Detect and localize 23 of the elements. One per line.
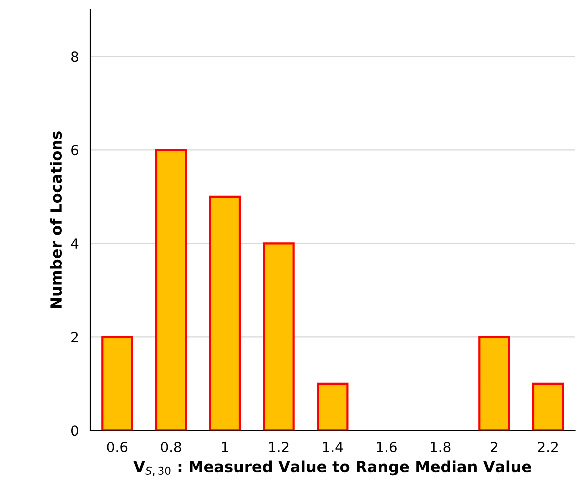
x-tick-label: 1.6 bbox=[377, 442, 397, 453]
bar bbox=[155, 149, 188, 431]
bar bbox=[317, 382, 349, 431]
x-tick-label: 1.4 bbox=[323, 442, 344, 452]
x-tick-label: 0.8 bbox=[161, 442, 182, 453]
y-tick-label: 8 bbox=[72, 52, 78, 62]
x-tick-label: 1.2 bbox=[270, 442, 289, 452]
bar bbox=[102, 336, 134, 431]
x-tick-label: 2.2 bbox=[538, 442, 558, 452]
x-tick-label: 1.8 bbox=[431, 442, 451, 453]
bar bbox=[532, 382, 564, 431]
x-tick-label: 0.6 bbox=[107, 442, 128, 453]
bar bbox=[263, 242, 295, 431]
x-tick-label: 2 bbox=[491, 442, 498, 452]
y-tick-label: 0 bbox=[71, 426, 78, 436]
x-tick-label: 1 bbox=[222, 442, 228, 452]
bar bbox=[478, 336, 510, 431]
y-tick-label: 4 bbox=[71, 238, 79, 249]
y-tick-label: 2 bbox=[72, 332, 78, 342]
y-tick-label: 6 bbox=[72, 145, 79, 156]
bar bbox=[209, 196, 242, 431]
x-axis-title: V$_{S,30}$ : Measured Value to Range Median Value bbox=[134, 460, 532, 476]
y-axis-title: Number of Locations bbox=[50, 132, 62, 308]
